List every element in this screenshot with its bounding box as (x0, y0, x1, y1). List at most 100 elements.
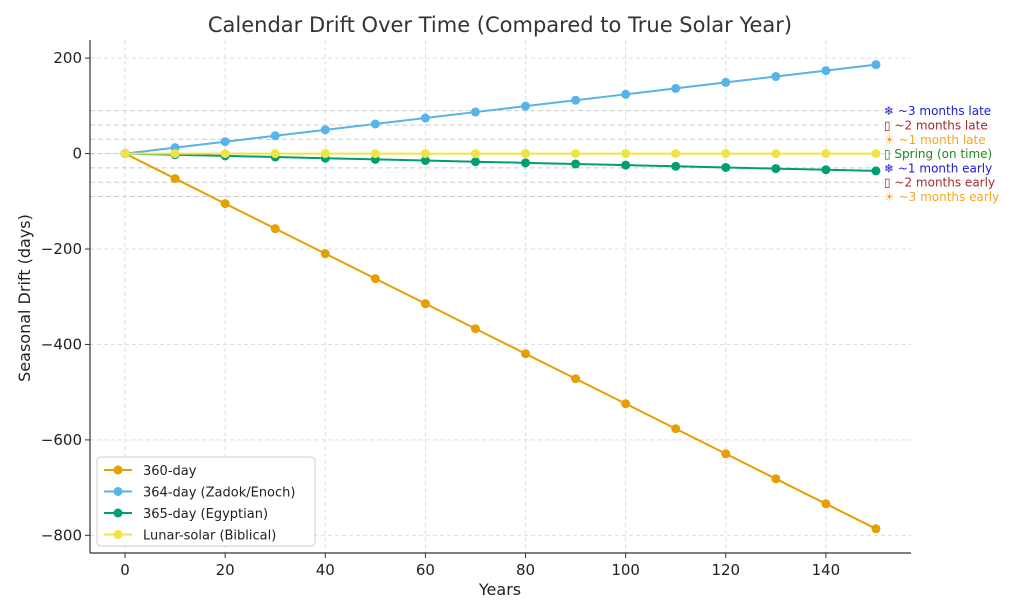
data-point (721, 162, 731, 172)
y-tick-label: −400 (41, 335, 82, 353)
legend-box (96, 456, 316, 547)
data-point (721, 77, 731, 87)
legend-swatch-marker (113, 465, 123, 475)
data-point (170, 174, 180, 184)
data-point (220, 137, 230, 147)
data-point (771, 72, 781, 82)
series-line (124, 63, 877, 155)
data-point (671, 161, 681, 171)
y-tick-label: −200 (41, 240, 82, 258)
reference-label: ❄ ~3 months late (884, 104, 991, 118)
series-layer (120, 60, 881, 534)
data-point (571, 95, 581, 105)
legend: 360-day 364-day (Zadok/Enoch) 365-day (Egy… (96, 456, 316, 547)
reference-label: ▯ ~2 months late (884, 118, 988, 132)
data-point (470, 157, 480, 167)
data-point (521, 149, 531, 159)
reference-label: ▯ ~2 months early (884, 176, 995, 190)
data-point (571, 159, 581, 169)
data-point (370, 274, 380, 284)
y-axis-label: Seasonal Drift (days) (15, 214, 34, 382)
series-364-day-zadok-enoch- (120, 60, 881, 159)
data-point (871, 149, 881, 159)
ticks: 0 20 40 60 80 100 120 140 200 0 −200 −400 −600 −800 (41, 49, 840, 579)
data-point (871, 524, 881, 534)
data-point (821, 149, 831, 159)
data-point (771, 164, 781, 174)
series-lunar-solar-biblical- (120, 149, 881, 159)
data-point (621, 89, 631, 99)
series-360-day (120, 149, 881, 534)
data-point (671, 424, 681, 434)
data-point (621, 399, 631, 409)
data-point (220, 149, 230, 159)
data-point (470, 149, 480, 159)
data-point (721, 449, 731, 459)
reference-label: ☀ ~3 months early (884, 190, 999, 204)
data-point (270, 131, 280, 141)
data-point (621, 160, 631, 170)
x-tick-label: 20 (216, 561, 235, 579)
data-point (871, 60, 881, 70)
legend-label: Lunar-solar (Biblical) (143, 529, 276, 544)
x-tick-label: 100 (611, 561, 640, 579)
x-tick-label: 80 (516, 561, 535, 579)
data-point (220, 199, 230, 209)
reference-label: ❄ ~1 month early (884, 161, 992, 175)
series-line (125, 152, 876, 172)
legend-swatch-marker (113, 508, 123, 518)
axes (89, 40, 911, 554)
data-point (771, 149, 781, 159)
data-point (470, 324, 480, 334)
x-tick-label: 140 (812, 561, 841, 579)
data-point (320, 249, 330, 259)
data-point (420, 113, 430, 123)
reference-label: ☀ ~1 month late (884, 133, 986, 147)
legend-label: 365-day (Egyptian) (143, 507, 268, 522)
data-point (320, 125, 330, 135)
data-point (671, 149, 681, 159)
data-point (771, 474, 781, 484)
data-point (721, 149, 731, 159)
data-point (521, 101, 531, 111)
data-point (621, 149, 631, 159)
data-point (420, 155, 430, 165)
x-tick-label: 120 (711, 561, 740, 579)
data-point (821, 499, 831, 509)
x-tick-label: 60 (416, 561, 435, 579)
data-point (821, 66, 831, 76)
data-point (270, 149, 280, 159)
data-point (270, 224, 280, 234)
y-tick-label: 0 (72, 145, 82, 163)
x-tick-label: 0 (120, 561, 130, 579)
data-point (170, 149, 180, 159)
legend-label: 364-day (Zadok/Enoch) (143, 486, 295, 501)
series-line (124, 152, 877, 530)
data-point (571, 374, 581, 384)
data-point (470, 107, 480, 117)
y-tick-label: 200 (53, 49, 82, 67)
legend-label: 360-day (143, 464, 197, 479)
data-point (521, 349, 531, 359)
data-point (671, 83, 681, 93)
reference-label: ▯ Spring (on time) (884, 147, 992, 161)
y-tick-label: −600 (41, 431, 82, 449)
legend-swatch-marker (113, 530, 123, 539)
chart-title: Calendar Drift Over Time (Compared to Tr… (208, 13, 792, 37)
reference-labels: ❄ ~3 months late▯ ~2 months late☀ ~1 mon… (884, 104, 999, 204)
data-point (320, 149, 330, 159)
data-point (420, 149, 430, 159)
x-axis-label: Years (478, 580, 521, 599)
legend-swatch-marker (113, 487, 123, 496)
data-point (420, 299, 430, 309)
data-point (370, 119, 380, 129)
data-point (370, 149, 380, 159)
y-tick-label: −800 (41, 526, 82, 544)
data-point (821, 165, 831, 175)
data-point (120, 149, 130, 159)
data-point (871, 166, 881, 176)
data-point (521, 158, 531, 168)
x-tick-label: 40 (316, 561, 335, 579)
data-point (571, 149, 581, 159)
